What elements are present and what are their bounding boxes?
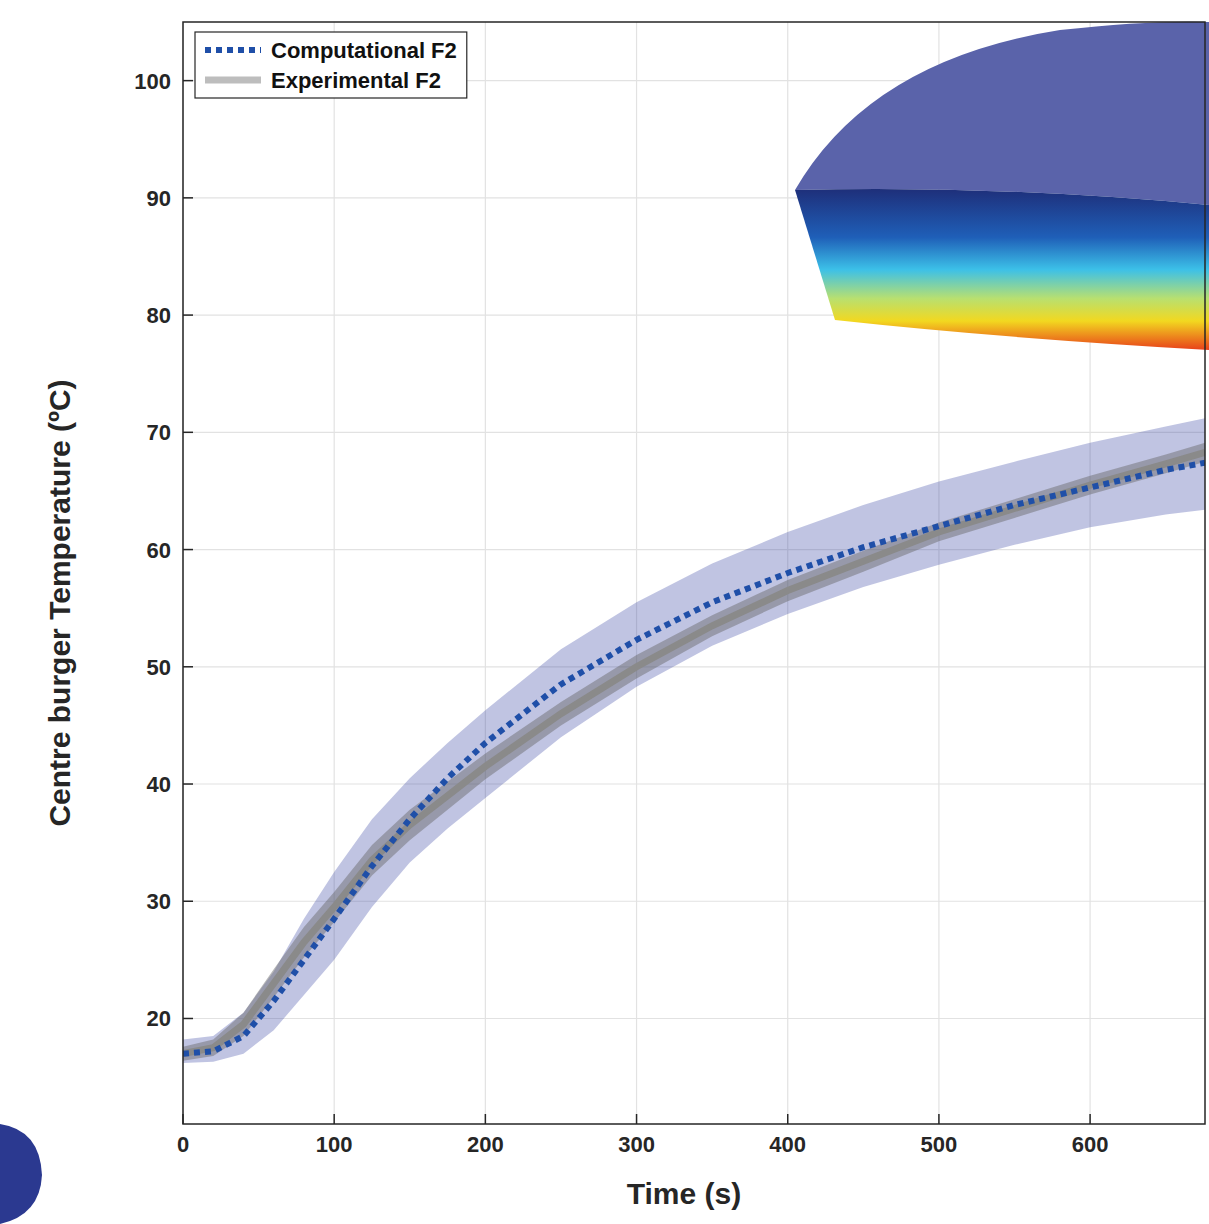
x-tick (485, 1114, 487, 1124)
grid-line (183, 783, 1205, 784)
plot-data (183, 418, 1205, 1063)
y-tick-label: 70 (147, 420, 171, 445)
series-line (183, 463, 1205, 1054)
legend-swatch (205, 47, 261, 53)
y-tick-label: 90 (147, 186, 171, 211)
x-tick (182, 1114, 184, 1124)
x-tick-label: 500 (921, 1132, 958, 1157)
grid-line (636, 22, 637, 1124)
y-tick-label: 30 (147, 889, 171, 914)
grid-line (183, 666, 1205, 667)
x-tick (1089, 1114, 1091, 1124)
x-tick-label: 200 (467, 1132, 504, 1157)
x-tick-label: 400 (769, 1132, 806, 1157)
burger-top (795, 22, 1209, 205)
y-tick-label: 60 (147, 538, 171, 563)
grid-line (183, 432, 1205, 433)
x-tick (787, 1114, 789, 1124)
x-tick-label: 600 (1072, 1132, 1109, 1157)
y-tick (183, 80, 193, 82)
y-tick-label: 50 (147, 655, 171, 680)
x-tick (333, 1114, 335, 1124)
x-tick-label: 0 (177, 1132, 189, 1157)
uncertainty-band (183, 418, 1205, 1063)
y-tick (183, 1018, 193, 1020)
burger-inset (795, 22, 1209, 350)
legend-box (195, 32, 467, 98)
plot-frame (183, 22, 1205, 1124)
legend-label: Experimental F2 (271, 68, 441, 93)
x-tick-label: 100 (316, 1132, 353, 1157)
y-tick (183, 314, 193, 316)
grid-line (485, 22, 486, 1124)
x-tick-label: 300 (618, 1132, 655, 1157)
y-tick (183, 197, 193, 199)
series-line (183, 452, 1205, 1053)
y-tick-label: 80 (147, 303, 171, 328)
legend-label: Computational F2 (271, 38, 457, 63)
legend-swatch (205, 77, 261, 84)
corner-decoration (0, 1124, 42, 1224)
y-tick-label: 100 (134, 69, 171, 94)
burger-section (795, 189, 1209, 350)
y-tick (183, 901, 193, 903)
uncertainty-band (183, 443, 1205, 1061)
grid-line (183, 1018, 1205, 1019)
grid-line (183, 549, 1205, 550)
y-tick-label: 40 (147, 772, 171, 797)
legend: Computational F2 Experimental F2 (195, 32, 467, 98)
x-tick (636, 1114, 638, 1124)
y-tick (183, 432, 193, 434)
y-tick (183, 666, 193, 668)
x-axis-title: Time (s) (627, 1177, 741, 1210)
y-tick (183, 549, 193, 551)
y-tick (183, 783, 193, 785)
y-axis-title: Centre burger Temperature (ºC) (43, 379, 76, 826)
x-tick (938, 1114, 940, 1124)
chart: 0 100 200 300 400 500 600 20 30 40 50 60 70 80 90 100 Ti… (0, 0, 1209, 1224)
y-tick-label: 20 (147, 1006, 171, 1031)
